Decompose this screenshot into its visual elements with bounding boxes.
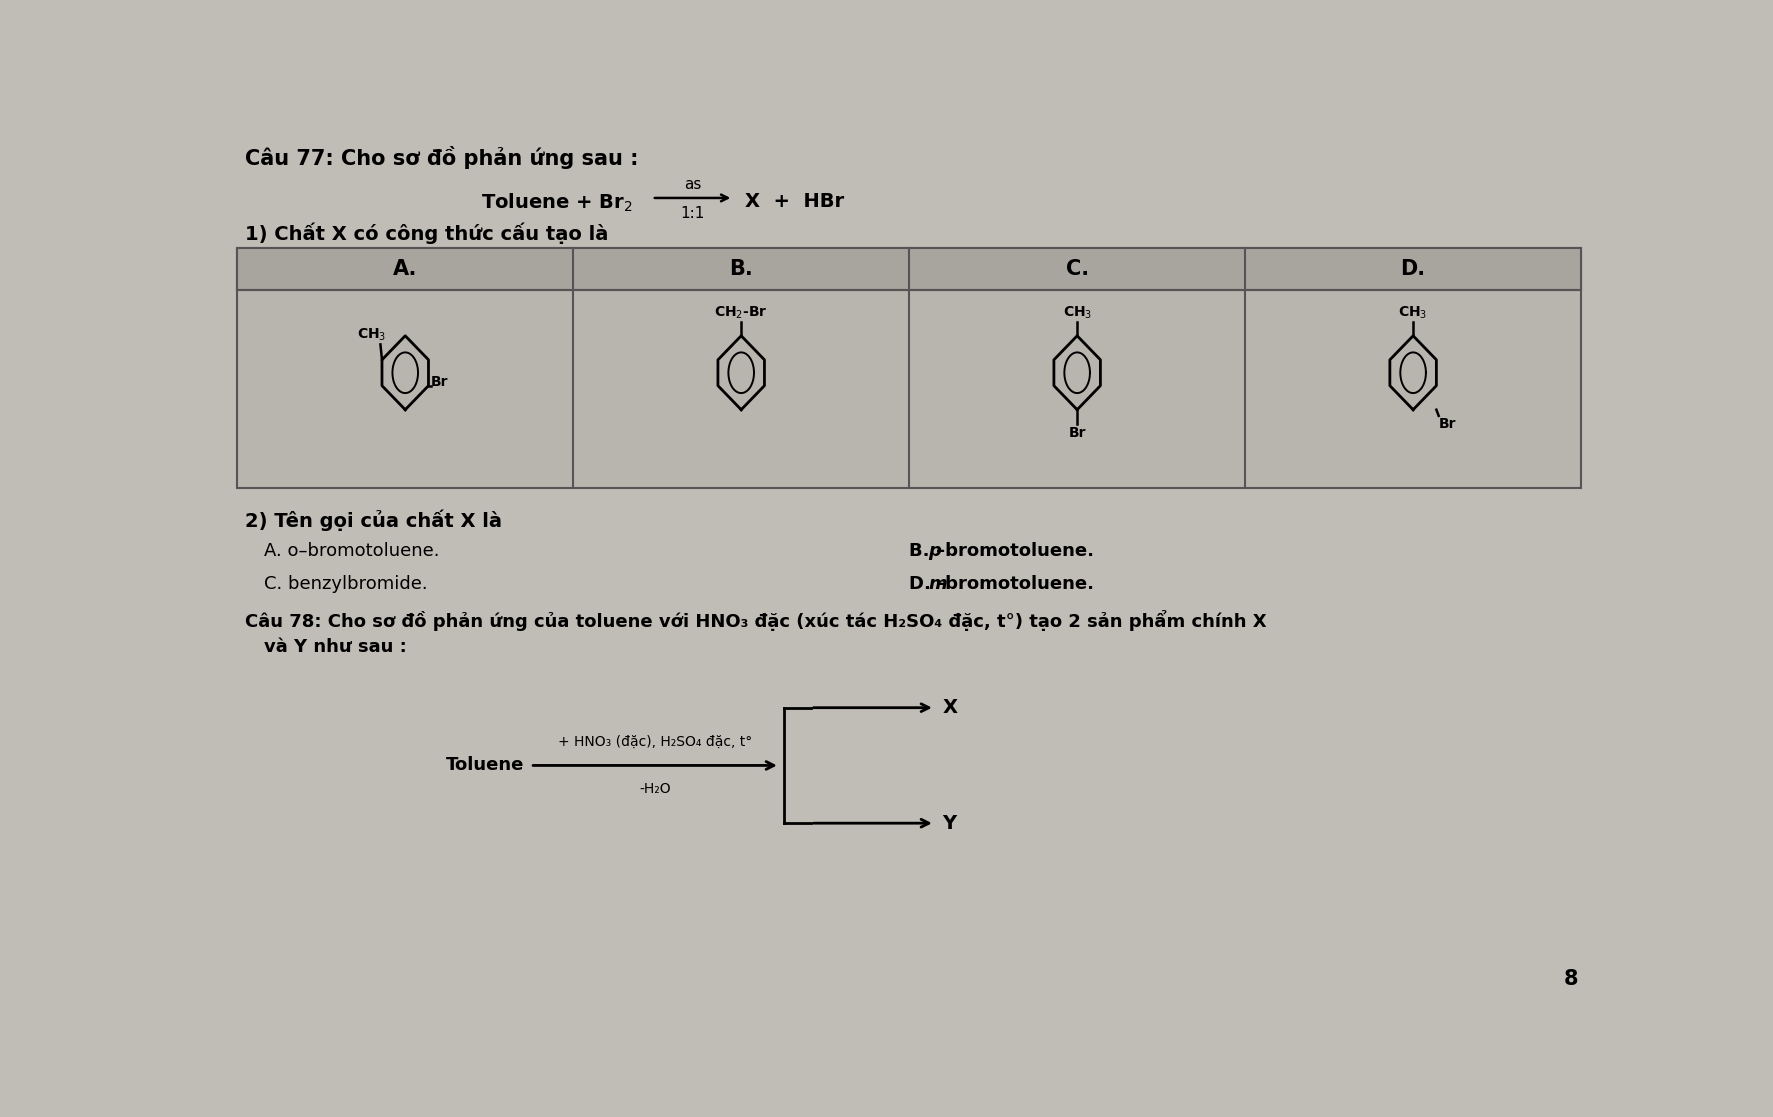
Text: –bromotoluene.: –bromotoluene.: [936, 575, 1094, 593]
Text: –bromotoluene.: –bromotoluene.: [936, 542, 1094, 560]
Text: Toluene: Toluene: [445, 756, 523, 774]
Text: A.: A.: [394, 259, 417, 279]
Text: B.: B.: [729, 259, 754, 279]
Bar: [238, 248, 1580, 290]
Text: 8: 8: [1562, 968, 1578, 989]
Text: C. benzylbromide.: C. benzylbromide.: [264, 575, 427, 593]
Text: Br: Br: [431, 375, 449, 389]
Text: Br: Br: [1438, 417, 1456, 430]
Text: 2) Tên gọi của chất X là: 2) Tên gọi của chất X là: [245, 509, 502, 532]
Text: X  +  HBr: X + HBr: [745, 192, 844, 211]
Text: 1:1: 1:1: [681, 206, 704, 221]
Text: p: p: [927, 542, 941, 560]
Text: Br: Br: [1067, 426, 1085, 440]
Text: Câu 77: Cho sơ đồ phản ứng sau :: Câu 77: Cho sơ đồ phản ứng sau :: [245, 145, 638, 169]
Text: D.: D.: [910, 575, 936, 593]
Text: B.: B.: [910, 542, 936, 560]
Text: m: m: [927, 575, 947, 593]
Text: CH$_2$-Br: CH$_2$-Br: [715, 305, 768, 321]
Bar: [238, 248, 1580, 488]
Text: CH$_3$: CH$_3$: [1397, 305, 1427, 321]
Text: as: as: [683, 176, 700, 192]
Text: A. o–bromotoluene.: A. o–bromotoluene.: [264, 542, 440, 560]
Text: 1) Chất X có công thức cấu tạo là: 1) Chất X có công thức cấu tạo là: [245, 222, 608, 245]
Text: CH$_3$: CH$_3$: [356, 327, 387, 343]
Text: + HNO₃ (đặc), H₂SO₄ đặc, t°: + HNO₃ (đặc), H₂SO₄ đặc, t°: [557, 735, 752, 748]
Text: X: X: [941, 698, 957, 717]
Text: Y: Y: [941, 813, 956, 832]
Text: C.: C.: [1066, 259, 1089, 279]
Text: Câu 78: Cho sơ đồ phản ứng của toluene với HNO₃ đặc (xúc tác H₂SO₄ đặc, t°) tạo : Câu 78: Cho sơ đồ phản ứng của toluene v…: [245, 610, 1266, 631]
Text: và Y như sau :: và Y như sau :: [264, 639, 406, 657]
Text: D.: D.: [1399, 259, 1425, 279]
Text: Toluene + Br$_2$: Toluene + Br$_2$: [480, 192, 633, 214]
Text: -H₂O: -H₂O: [638, 782, 670, 796]
Text: CH$_3$: CH$_3$: [1062, 305, 1090, 321]
